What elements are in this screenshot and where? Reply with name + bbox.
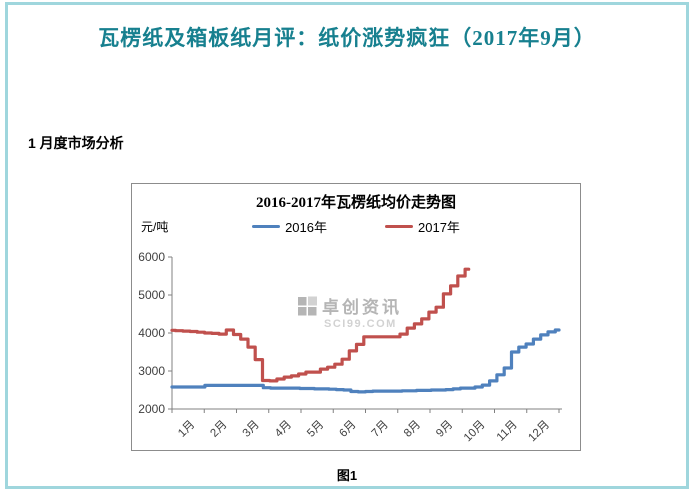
chart-title: 2016-2017年瓦楞纸均价走势图: [256, 195, 456, 211]
legend-line-icon: [252, 225, 281, 228]
x-tick-label: 3月: [241, 419, 262, 440]
report-page: 瓦楞纸及箱板纸月评：纸价涨势疯狂（2017年9月） 1 月度市场分析 2016-…: [5, 2, 689, 489]
section-heading: 1 月度市场分析: [28, 135, 124, 151]
x-tick-label: 7月: [370, 419, 391, 440]
x-tick-label: 1月: [176, 419, 197, 440]
series-line-2016年: [170, 328, 561, 394]
legend-line-icon: [385, 225, 413, 228]
x-tick-label: 12月: [526, 419, 552, 445]
chart-legend: 2016年 2017年: [132, 217, 580, 236]
svg-text:SCI99.COM: SCI99.COM: [324, 318, 397, 330]
legend-label: 2017年: [418, 220, 460, 235]
x-tick-label: 8月: [402, 419, 423, 440]
x-tick-label: 5月: [305, 419, 326, 440]
legend-item-2017: 2017年: [385, 217, 460, 236]
page-title: 瓦楞纸及箱板纸月评：纸价涨势疯狂（2017年9月）: [98, 26, 596, 50]
price-trend-chart: 2016-2017年瓦楞纸均价走势图 2016年 2017年 元/吨 卓创资讯 S…: [131, 183, 581, 451]
legend-item-2016: 2016年: [252, 217, 327, 236]
y-tick-label: 4000: [138, 326, 165, 340]
legend-label: 2016年: [285, 220, 327, 235]
x-tick-label: 9月: [434, 419, 455, 440]
figure-caption: 图1: [336, 468, 358, 483]
x-tick-label: 11月: [495, 419, 520, 444]
x-tick-label: 4月: [273, 419, 294, 440]
series-line-2017年: [170, 267, 471, 383]
y-tick-label: 2000: [138, 402, 165, 416]
svg-text:卓创资讯: 卓创资讯: [322, 297, 402, 317]
y-axis-unit-label: 元/吨: [141, 220, 169, 234]
x-tick-label: 2月: [208, 419, 229, 440]
y-tick-label: 5000: [138, 288, 165, 302]
x-tick-label: 10月: [462, 419, 488, 445]
y-tick-label: 3000: [138, 364, 165, 378]
y-tick-label: 6000: [138, 250, 165, 264]
x-tick-label: 6月: [337, 419, 358, 440]
